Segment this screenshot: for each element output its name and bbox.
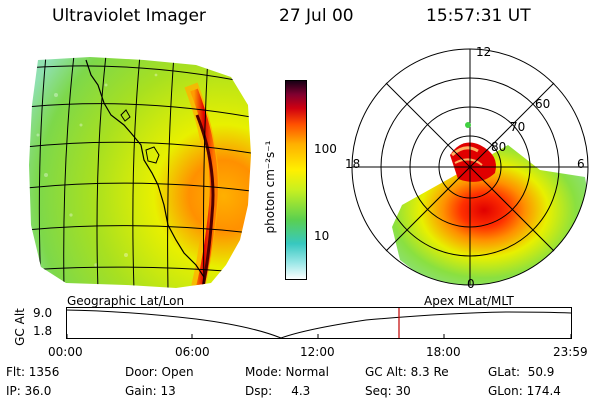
instrument-title: Ultraviolet Imager bbox=[52, 6, 206, 26]
y-tick-1-8: 1.8 bbox=[33, 324, 53, 338]
colorbar-tick-10: 10 bbox=[314, 229, 330, 243]
colorbar-tick-100: 100 bbox=[314, 142, 337, 156]
polar-label-0: 0 bbox=[467, 277, 475, 291]
sequence-value: Seq: 30 bbox=[365, 384, 411, 398]
date-label: 27 Jul 00 bbox=[279, 6, 354, 26]
x-tick-06-00: 06:00 bbox=[175, 345, 210, 359]
x-tick-00-00: 00:00 bbox=[48, 345, 83, 359]
gc-alt-axis-label: GC Alt bbox=[13, 308, 27, 346]
altitude-timeline[interactable] bbox=[66, 307, 572, 339]
flight-number: Flt: 1356 bbox=[6, 365, 60, 379]
colorbar-unit-label: photon cm⁻²s⁻¹ bbox=[263, 140, 277, 234]
polar-lat-80: 80 bbox=[491, 140, 507, 154]
x-tick-12-00: 12:00 bbox=[300, 345, 335, 359]
polar-label-18: 18 bbox=[345, 157, 361, 171]
geographic-latitude: GLat: 50.9 bbox=[488, 365, 555, 379]
door-status: Door: Open bbox=[125, 365, 194, 379]
polar-label-12: 12 bbox=[476, 45, 492, 59]
polar-label-6: 6 bbox=[577, 157, 585, 171]
time-label: 15:57:31 UT bbox=[426, 6, 531, 26]
geographic-lat-lon-label: Geographic Lat/Lon bbox=[67, 294, 185, 308]
colorbar-scale bbox=[285, 80, 307, 280]
geographic-map-image bbox=[29, 57, 251, 288]
y-tick-9: 9.0 bbox=[33, 306, 53, 320]
dsp-value: Dsp: 4.3 bbox=[245, 384, 311, 398]
ip-value: IP: 36.0 bbox=[6, 384, 52, 398]
x-tick-23-59: 23:59 bbox=[553, 345, 588, 359]
polar-plot bbox=[351, 48, 589, 286]
gc-altitude-value: GC Alt: 8.3 Re bbox=[365, 365, 449, 379]
gain-value: Gain: 13 bbox=[125, 384, 176, 398]
polar-lat-60: 60 bbox=[535, 97, 551, 111]
polar-lat-70: 70 bbox=[510, 120, 526, 134]
mode-value: Mode: Normal bbox=[245, 365, 329, 379]
apex-mlat-mlt-label: Apex MLat/MLT bbox=[424, 294, 514, 308]
x-tick-18-00: 18:00 bbox=[426, 345, 461, 359]
geographic-longitude: GLon: 174.4 bbox=[488, 384, 561, 398]
